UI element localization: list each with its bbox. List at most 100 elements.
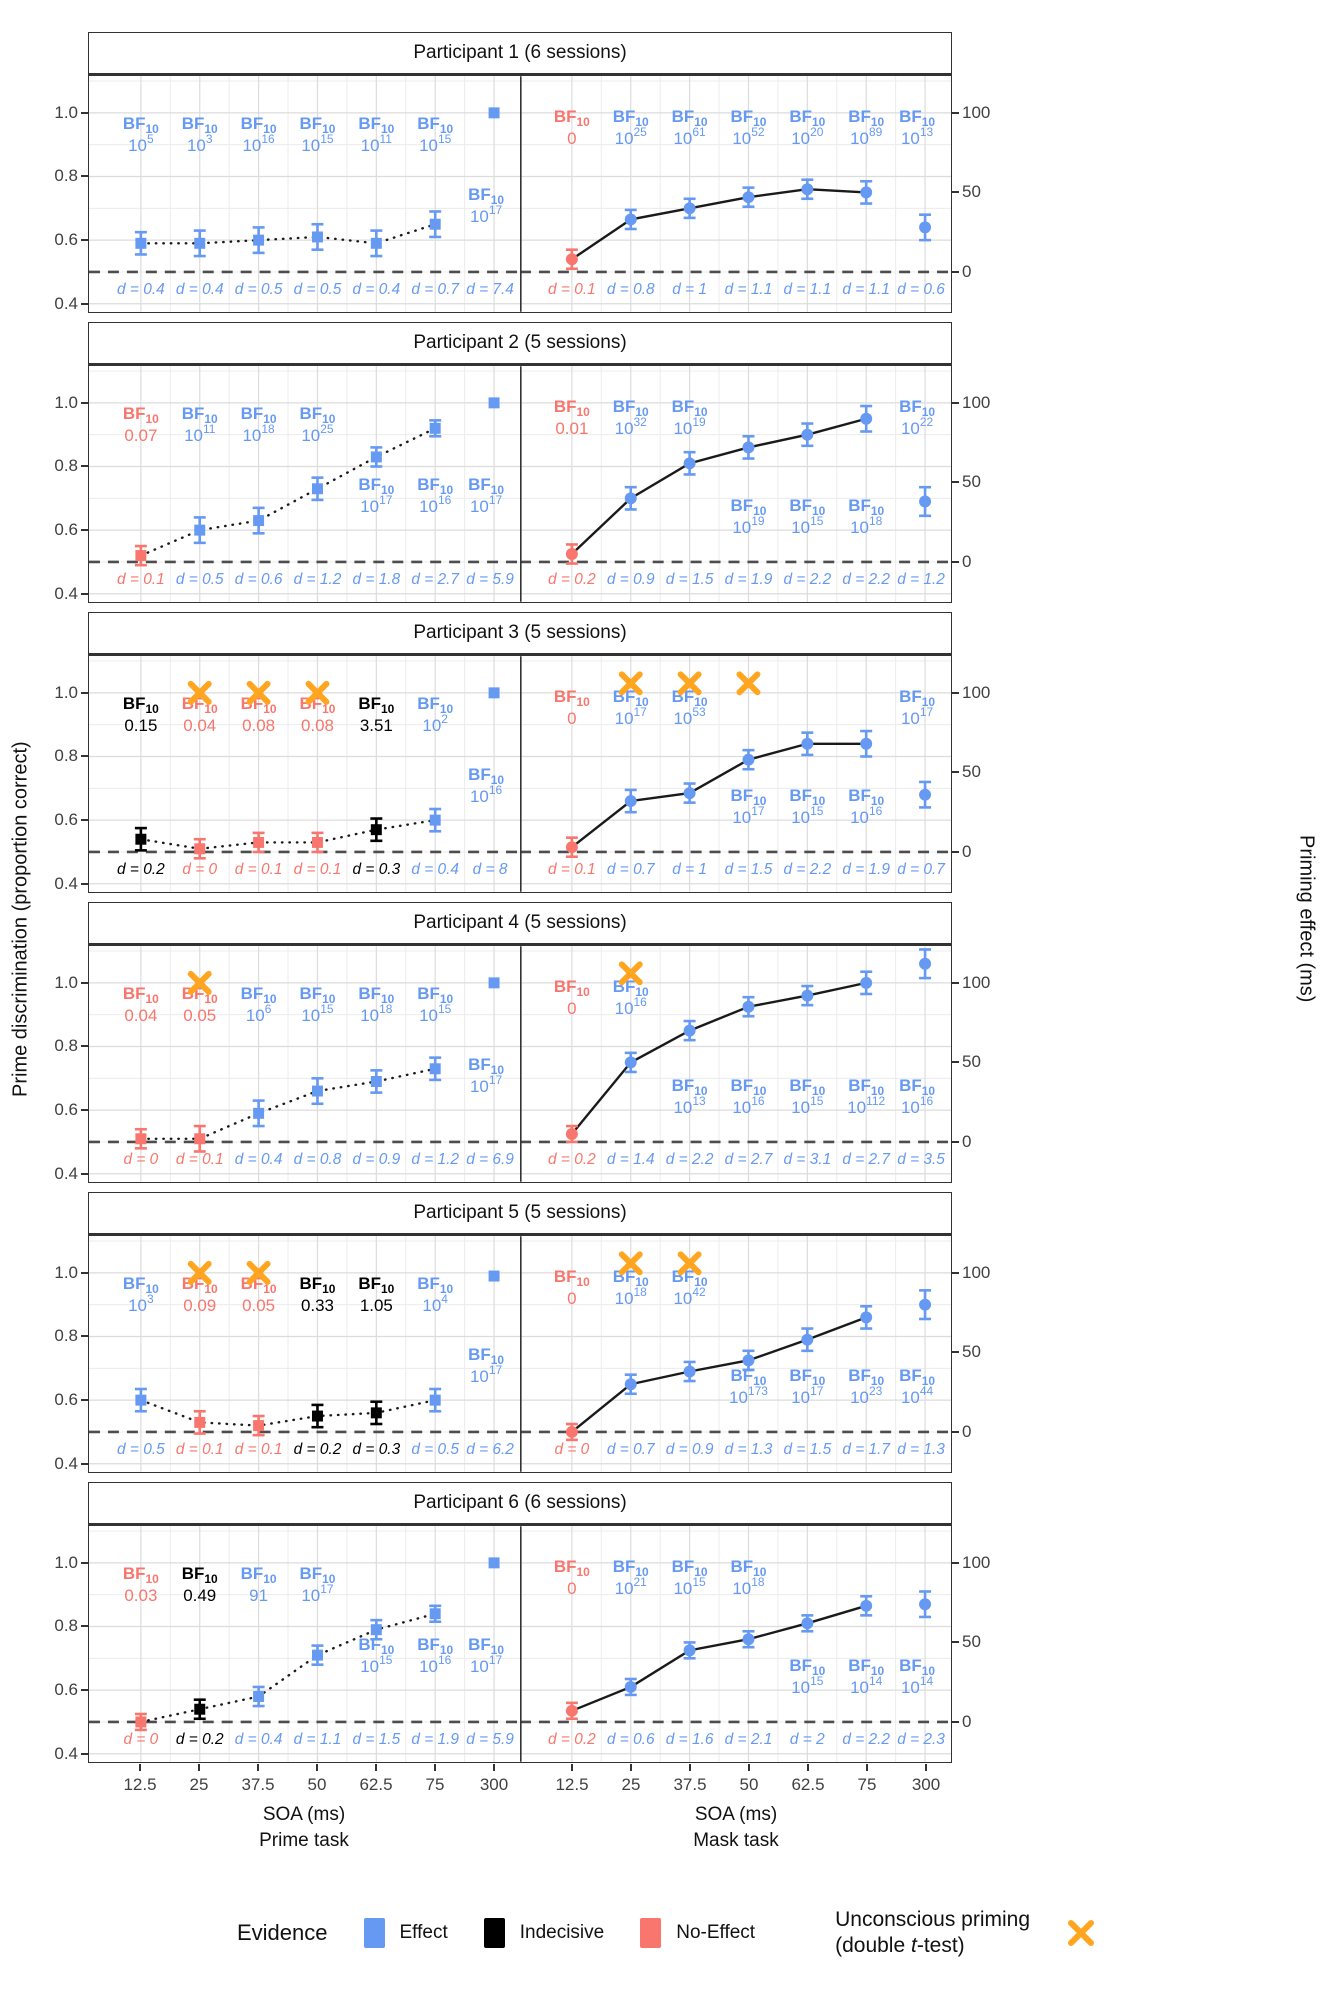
left-y-tick-label: 0.8 [54, 746, 78, 766]
bf-value: 0 [567, 709, 576, 728]
x-tick-label: 75 [425, 1775, 445, 1794]
d-label: d = 0.2 [294, 1441, 342, 1458]
d-label: d = 2.7 [411, 571, 460, 588]
tick-mark [952, 271, 959, 274]
x-tick-label: 300 [479, 1775, 509, 1794]
data-point [742, 1354, 755, 1367]
right-y-tick-label: 100 [962, 972, 991, 992]
data-point [624, 213, 637, 226]
tick-mark [952, 1561, 959, 1564]
d-label: d = 1.3 [897, 1441, 945, 1458]
participant-row-2: Participant 2 (5 sessions) BF10 0.07 d = 0.… [88, 322, 952, 603]
left-y-tick-label: 0.6 [54, 810, 78, 830]
d-label: d = 0.1 [117, 571, 165, 588]
left-y-tick-label: 1.0 [54, 972, 78, 992]
participant-title: Participant 2 (5 sessions) [88, 322, 952, 366]
bf-value: 1015 [301, 1002, 334, 1025]
right-y-tick-label: 100 [962, 682, 991, 702]
gridlines [89, 946, 520, 1182]
d-label: d = 1.4 [607, 1151, 655, 1168]
bf-value: 0 [567, 999, 576, 1018]
d-label: d = 1.1 [783, 281, 831, 298]
bf-value: 0.08 [242, 716, 275, 735]
x-tick-label: 12.5 [555, 1775, 589, 1794]
x-axis-subtitle-prime: Prime task [259, 1830, 349, 1851]
data-point [370, 1624, 382, 1636]
data-point [624, 1680, 637, 1693]
left-y-tick-label: 0.4 [54, 584, 78, 604]
d-label: d = 1 [672, 861, 707, 878]
bf-value: 103 [128, 1292, 154, 1315]
x-tick-label: 62.5 [791, 1775, 825, 1794]
bf-label: BF10 [123, 694, 159, 716]
data-point [370, 451, 382, 463]
bf-value: 103 [187, 132, 213, 155]
d-label: d = 0.1 [176, 1151, 224, 1168]
d-label: d = 5.9 [466, 1731, 514, 1748]
left-y-tick-label: 0.4 [54, 1454, 78, 1474]
tick-mark [81, 1561, 88, 1564]
d-label: d = 1.2 [294, 571, 342, 588]
bf-value: 0.08 [301, 716, 334, 735]
data-point [801, 1617, 814, 1630]
bf-value: 1015 [419, 1002, 452, 1025]
x-tick-label: 300 [911, 1775, 941, 1794]
d-label: d = 0.6 [897, 281, 945, 298]
data-point [801, 737, 814, 750]
d-label: d = 2.2 [666, 1151, 714, 1168]
d-label: d = 2 [790, 1731, 825, 1748]
data-point [135, 1133, 147, 1145]
tick-mark [375, 1764, 377, 1771]
unconscious-priming-x-mark [246, 1260, 271, 1285]
x-tick-label: 25 [621, 1775, 641, 1794]
tick-mark [81, 883, 88, 886]
d-label: d = 1.5 [352, 1731, 400, 1748]
data-point [253, 1691, 265, 1702]
tick-mark [316, 1764, 318, 1771]
gridlines [520, 76, 951, 312]
d-label: d = 0.4 [235, 1151, 283, 1168]
d-label: d = 2.2 [783, 861, 831, 878]
d-label: d = 1 [672, 281, 707, 298]
data-point [683, 787, 696, 800]
unconscious-priming-x-mark [618, 961, 643, 986]
bf-value: 102 [422, 712, 448, 735]
d-label: d = 0 [554, 1441, 589, 1458]
tick-mark [81, 755, 88, 758]
left-y-tick-label: 0.6 [54, 1100, 78, 1120]
data-point [135, 1394, 147, 1406]
d-label: d = 0.7 [607, 1441, 656, 1458]
data-point [311, 1085, 323, 1097]
d-label: d = 7.4 [466, 281, 514, 298]
d-label: d = 1.1 [842, 281, 890, 298]
data-point [683, 1365, 696, 1378]
tick-mark [952, 1351, 959, 1354]
d-label: d = 0.4 [117, 281, 165, 298]
data-point [253, 234, 265, 246]
bf-value: 0.03 [124, 1586, 157, 1605]
indecisive-swatch-icon [483, 1918, 505, 1948]
tick-mark [81, 529, 88, 532]
left-y-tick-label: 0.8 [54, 1326, 78, 1346]
d-label: d = 1.9 [842, 861, 890, 878]
bf-value: 1016 [243, 132, 276, 155]
unconscious-priming-x-mark [187, 1260, 212, 1285]
tick-mark [81, 1463, 88, 1466]
data-point [488, 107, 500, 119]
data-point [311, 1410, 323, 1422]
tick-mark [81, 239, 88, 242]
d-label: d = 0.2 [548, 571, 596, 588]
gridlines [89, 1236, 520, 1472]
tick-mark [81, 303, 88, 306]
tick-mark [139, 1764, 141, 1771]
bf-label: BF10 [554, 1267, 590, 1289]
right-y-tick-label: 50 [962, 1342, 981, 1362]
data-point [370, 824, 382, 836]
legend-item-effect: Effect [363, 1918, 448, 1948]
right-y-tick-label: 100 [962, 1262, 991, 1282]
d-label: d = 2.7 [725, 1151, 774, 1168]
